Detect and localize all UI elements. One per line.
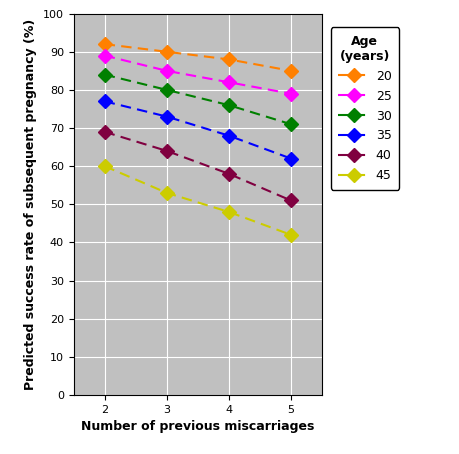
25 bbox=[163, 68, 169, 74]
40 bbox=[226, 171, 231, 177]
40 bbox=[163, 148, 169, 153]
30 bbox=[226, 103, 231, 108]
Line: 25: 25 bbox=[100, 51, 295, 99]
20 bbox=[287, 68, 293, 74]
45 bbox=[226, 209, 231, 215]
45 bbox=[102, 163, 107, 169]
25 bbox=[287, 91, 293, 96]
Line: 40: 40 bbox=[100, 127, 295, 205]
Legend: 20, 25, 30, 35, 40, 45: 20, 25, 30, 35, 40, 45 bbox=[330, 28, 398, 190]
30 bbox=[102, 72, 107, 77]
35 bbox=[226, 133, 231, 138]
40 bbox=[287, 198, 293, 203]
35 bbox=[102, 99, 107, 104]
25 bbox=[102, 53, 107, 58]
Line: 20: 20 bbox=[100, 39, 295, 76]
30 bbox=[287, 122, 293, 127]
45 bbox=[287, 232, 293, 237]
20 bbox=[102, 41, 107, 47]
Line: 30: 30 bbox=[100, 70, 295, 129]
35 bbox=[163, 114, 169, 119]
35 bbox=[287, 156, 293, 161]
20 bbox=[163, 49, 169, 54]
45 bbox=[163, 190, 169, 196]
Line: 45: 45 bbox=[100, 161, 295, 240]
20 bbox=[226, 57, 231, 62]
40 bbox=[102, 129, 107, 134]
25 bbox=[226, 79, 231, 85]
30 bbox=[163, 87, 169, 93]
Y-axis label: Predicted success rate of subsequent pregnancy (%): Predicted success rate of subsequent pre… bbox=[24, 19, 37, 390]
X-axis label: Number of previous miscarriages: Number of previous miscarriages bbox=[81, 420, 314, 433]
Line: 35: 35 bbox=[100, 96, 295, 163]
